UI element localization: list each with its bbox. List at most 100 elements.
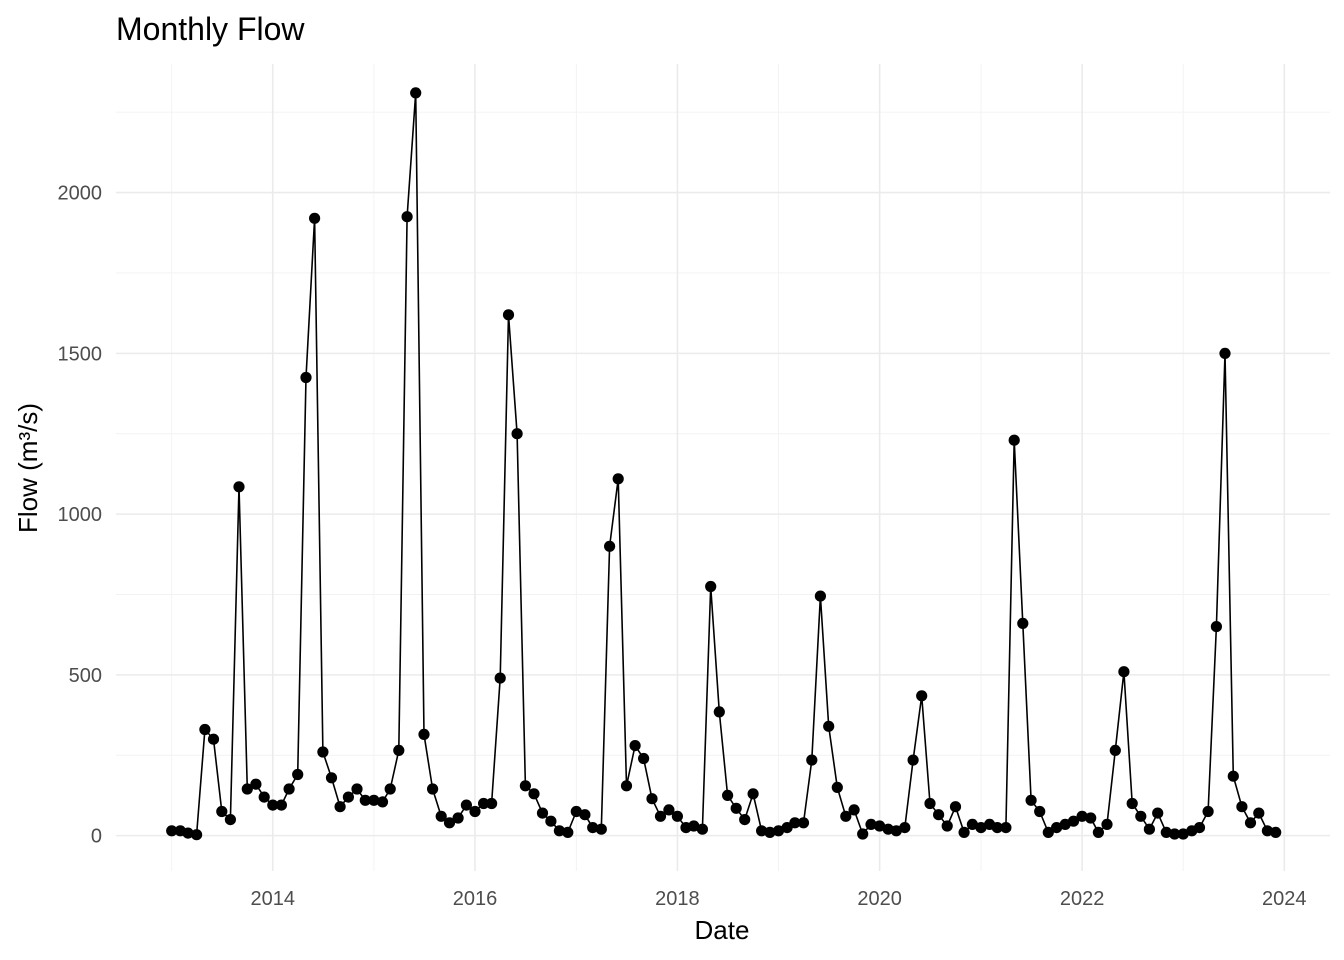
data-point <box>267 799 279 811</box>
data-point <box>460 799 472 811</box>
y-tick-label: 2000 <box>58 183 103 205</box>
data-point <box>359 794 371 806</box>
data-point <box>511 428 523 440</box>
data-point <box>1169 828 1181 840</box>
data-point <box>1143 823 1155 835</box>
data-point <box>443 817 456 829</box>
data-point <box>587 822 599 834</box>
data-point <box>823 720 835 732</box>
data-point <box>848 804 860 816</box>
data-point <box>1227 770 1239 782</box>
data-point <box>857 828 869 840</box>
data-point <box>199 723 211 736</box>
data-point <box>671 810 684 822</box>
data-point <box>300 371 312 384</box>
data-point <box>1193 822 1206 834</box>
data-point <box>739 814 751 826</box>
data-point <box>207 733 220 745</box>
data-point <box>1202 805 1214 818</box>
chart-title: Monthly Flow <box>116 11 305 47</box>
data-point <box>309 212 321 224</box>
data-point <box>292 768 304 781</box>
data-point <box>427 783 439 795</box>
data-point <box>317 746 329 758</box>
data-point <box>865 818 877 831</box>
data-point <box>764 826 776 839</box>
data-point <box>536 807 549 819</box>
data-point <box>646 793 658 805</box>
data-point <box>241 783 253 795</box>
data-point <box>840 810 852 822</box>
data-point <box>629 740 641 752</box>
data-point <box>166 825 178 837</box>
data-point <box>334 801 346 813</box>
data-point <box>789 817 801 829</box>
data-point <box>696 823 709 835</box>
data-point <box>351 783 363 795</box>
data-point <box>368 794 380 806</box>
y-tick-label: 1000 <box>58 504 103 526</box>
data-point <box>283 783 295 795</box>
data-point <box>958 826 970 839</box>
data-point <box>941 820 953 832</box>
y-axis-title: Flow (m³/s) <box>13 403 43 533</box>
data-point <box>452 812 464 824</box>
data-point <box>325 772 338 784</box>
data-point <box>494 672 506 684</box>
data-point <box>1076 810 1088 822</box>
data-point <box>966 818 979 831</box>
data-point <box>975 822 987 834</box>
data-point <box>1025 794 1037 806</box>
data-point <box>478 797 490 810</box>
data-point <box>418 728 430 741</box>
data-point <box>410 87 422 99</box>
data-point <box>182 827 194 839</box>
data-point <box>797 817 810 829</box>
data-point <box>1000 822 1012 834</box>
data-point <box>1177 828 1189 840</box>
data-point <box>705 580 717 593</box>
data-point <box>469 805 481 818</box>
series-line <box>171 92 1276 836</box>
data-point <box>1092 826 1104 839</box>
x-tick-label: 2016 <box>453 888 498 910</box>
data-point <box>1101 818 1113 831</box>
y-tick-label: 0 <box>91 826 102 848</box>
data-point <box>553 825 566 837</box>
data-point <box>814 590 827 602</box>
y-tick-label: 1500 <box>58 343 103 365</box>
data-point <box>620 780 633 792</box>
data-point <box>747 788 759 800</box>
x-axis-title: Date <box>695 915 750 945</box>
data-point <box>924 797 936 810</box>
data-point <box>233 481 245 493</box>
data-point <box>258 791 270 803</box>
data-point <box>250 778 262 790</box>
data-point <box>216 805 228 818</box>
data-point <box>907 754 919 766</box>
data-point <box>949 801 962 813</box>
data-point <box>570 805 582 818</box>
data-point <box>688 820 700 832</box>
data-point <box>1244 817 1257 829</box>
data-point <box>275 799 287 811</box>
grid <box>116 64 1330 871</box>
data-point <box>595 823 607 835</box>
data-point <box>1051 822 1063 834</box>
x-tick-label: 2022 <box>1060 888 1105 910</box>
data-point <box>1085 812 1097 824</box>
data-point <box>899 822 911 834</box>
data-point <box>1126 797 1138 810</box>
data-point <box>1219 347 1231 359</box>
series-monthly-flow <box>166 87 1282 841</box>
x-tick-label: 2018 <box>655 888 700 910</box>
data-point <box>638 752 650 765</box>
data-point <box>654 810 667 822</box>
data-point <box>831 781 843 794</box>
data-point <box>890 825 902 837</box>
y-axis-ticks: 0 500 1000 1500 2000 <box>58 183 103 848</box>
data-point <box>933 809 945 821</box>
data-point <box>1067 815 1080 827</box>
data-point <box>1008 434 1020 446</box>
